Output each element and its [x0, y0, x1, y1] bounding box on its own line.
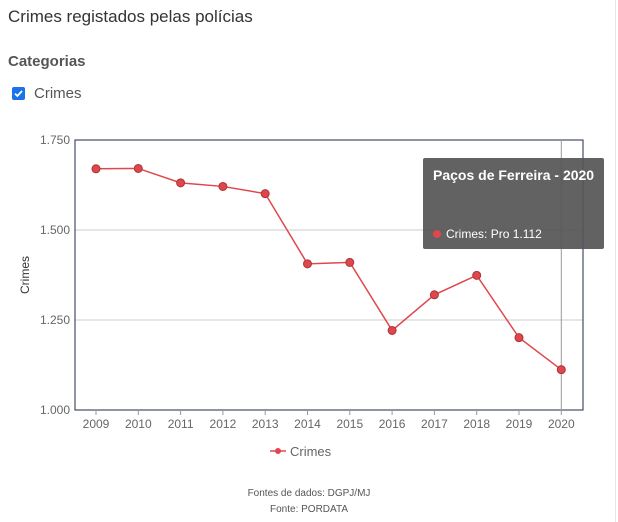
x-tick-label: 2010	[125, 417, 152, 431]
x-tick-label: 2015	[336, 417, 363, 431]
x-tick-label: 2017	[421, 417, 448, 431]
y-tick-label: 1.000	[40, 403, 70, 417]
data-point	[218, 181, 228, 191]
legend-label: Crimes	[290, 444, 332, 459]
data-point	[556, 365, 566, 375]
data-point	[429, 290, 439, 300]
x-tick-label: 2012	[210, 417, 237, 431]
panel-border	[615, 0, 616, 522]
data-point	[514, 333, 524, 343]
legend-marker	[275, 448, 281, 454]
tooltip-title: Paços de Ferreira - 2020	[433, 167, 595, 183]
x-tick-label: 2009	[83, 417, 110, 431]
categories-heading: Categorias	[8, 53, 86, 70]
y-tick-label: 1.500	[40, 223, 70, 237]
category-item-crimes[interactable]: Crimes	[12, 85, 82, 102]
data-point	[472, 270, 482, 280]
tooltip-value: Pro 1.112	[490, 227, 542, 241]
data-point	[133, 163, 143, 173]
data-point	[345, 257, 355, 267]
checkmark-icon	[14, 90, 23, 98]
y-tick-label: 1.250	[40, 313, 70, 327]
y-axis-title: Crimes	[18, 256, 32, 294]
plot-frame	[74, 139, 584, 411]
tooltip-row: Crimes: Pro 1.112	[433, 227, 542, 241]
x-tick-label: 2019	[506, 417, 533, 431]
x-tick-label: 2020	[548, 417, 575, 431]
x-tick-label: 2011	[168, 417, 194, 431]
source-text: Fonte: PORDATA	[270, 504, 348, 515]
x-tick-label: 2014	[294, 417, 321, 431]
series-line-crimes	[95, 167, 562, 371]
data-point	[176, 178, 186, 188]
x-tick-label: 2018	[463, 417, 490, 431]
data-sources-text: Fontes de dados: DGPJ/MJ	[247, 488, 371, 499]
x-tick-label: 2016	[379, 417, 406, 431]
data-point	[387, 325, 397, 335]
tooltip-series-dot	[433, 230, 441, 238]
y-tick-label: 1.750	[40, 133, 70, 147]
tooltip-series-label: Crimes:	[446, 227, 488, 241]
data-point	[91, 164, 101, 174]
category-checkbox[interactable]	[12, 87, 25, 100]
x-tick-label: 2013	[252, 417, 279, 431]
data-point	[303, 259, 312, 269]
chart-tooltip: Paços de Ferreira - 2020 Crimes: Pro 1.1…	[423, 158, 604, 249]
page-title: Crimes registados pelas polícias	[8, 7, 253, 26]
data-point	[260, 189, 270, 199]
category-label: Crimes	[34, 85, 82, 102]
